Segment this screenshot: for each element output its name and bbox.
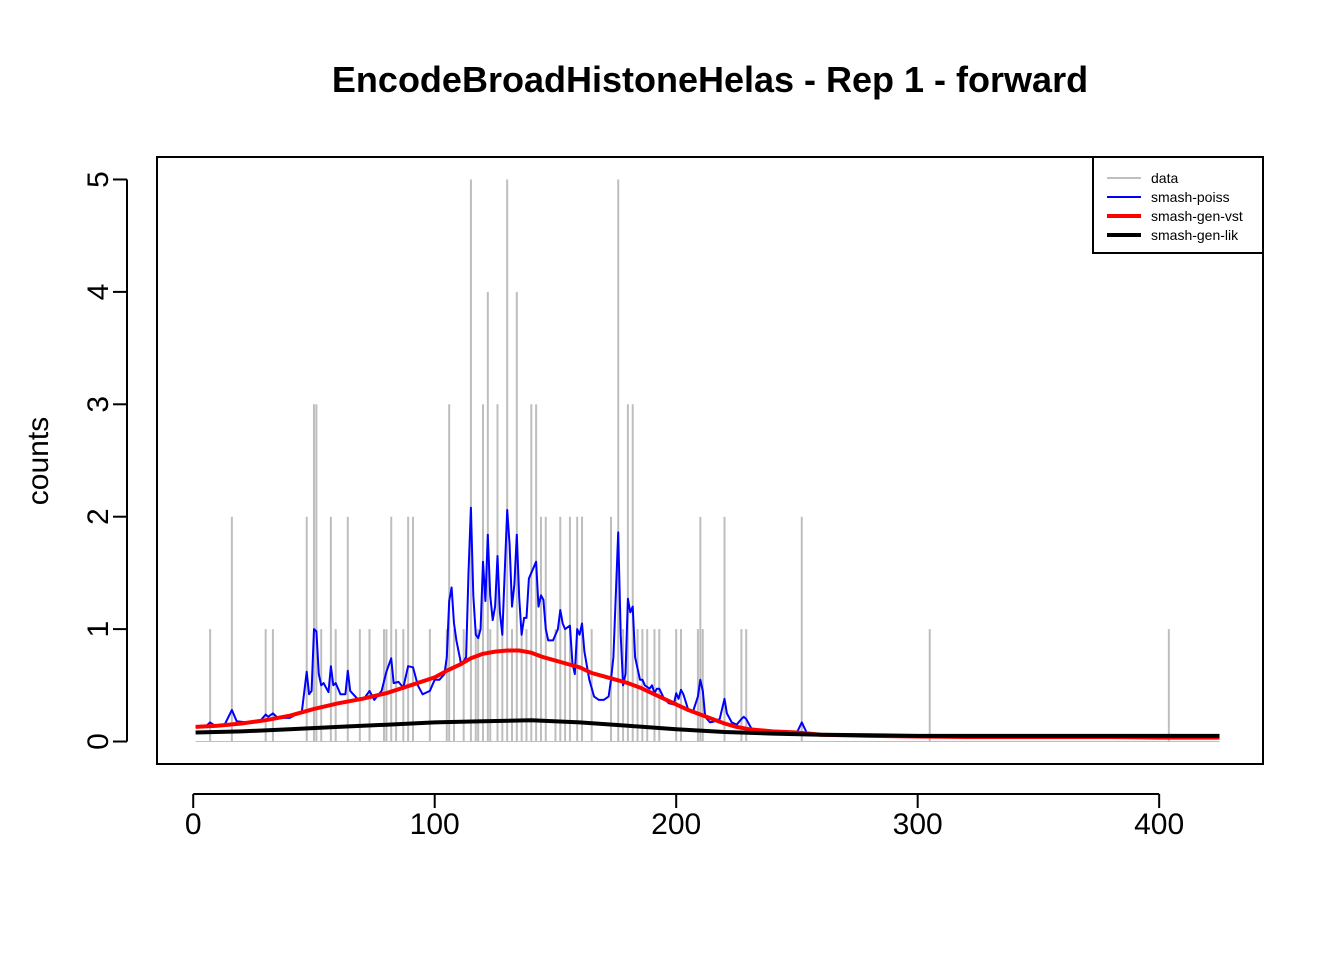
legend-label: smash-poiss [1151,189,1230,205]
y-tick-label: 3 [82,396,115,413]
x-tick-label: 0 [185,808,202,841]
x-tick-label: 300 [893,808,943,841]
y-tick-label: 5 [82,171,115,188]
series-lines [195,506,1220,740]
plot-frame [156,156,1264,765]
y-tick-label: 0 [82,733,115,750]
x-axis: 0 100 200 300 400 [185,793,1184,841]
y-axis-label: counts [22,417,55,505]
y-tick-label: 4 [82,284,115,301]
data-spikes [195,179,1220,743]
y-tick-label: 1 [82,621,115,638]
legend-label: smash-gen-vst [1151,208,1243,224]
legend: data smash-poiss smash-gen-vst smash-gen-li… [1092,156,1264,254]
legend-label: data [1151,170,1178,186]
legend-label: smash-gen-lik [1151,227,1239,243]
x-tick-label: 100 [410,808,460,841]
y-axis: 0 1 2 3 4 5 [82,171,128,750]
x-tick-label: 400 [1134,808,1184,841]
y-tick-label: 2 [82,508,115,525]
chart-title: EncodeBroadHistoneHelas - Rep 1 - forwar… [332,59,1088,100]
series-line-smash-poiss [195,506,1220,738]
x-tick-label: 200 [651,808,701,841]
series-line-smash-gen-lik [195,718,1220,738]
